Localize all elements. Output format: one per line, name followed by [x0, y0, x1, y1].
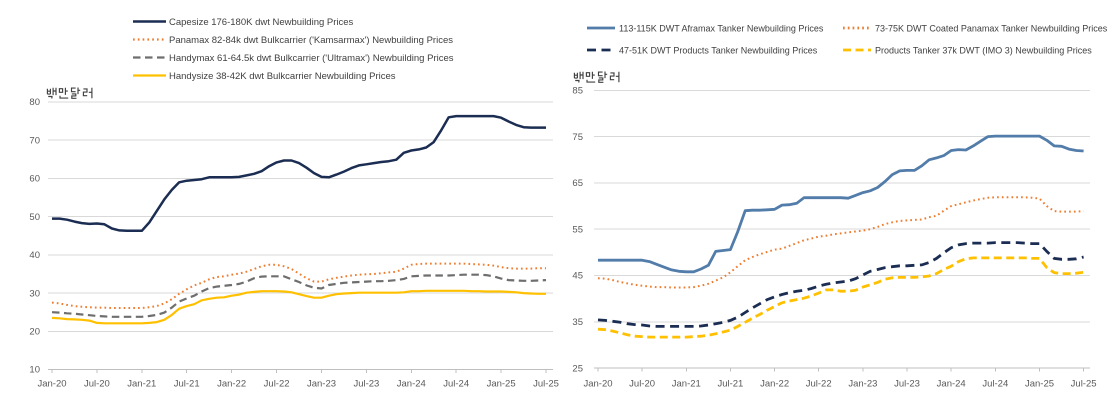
svg-text:Jan-23: Jan-23 [307, 379, 336, 390]
svg-text:Jul-23: Jul-23 [353, 379, 379, 390]
svg-text:85: 85 [572, 86, 583, 97]
svg-text:Jul-22: Jul-22 [264, 379, 290, 390]
svg-text:Jan-24: Jan-24 [397, 379, 426, 390]
svg-text:Panamax 82-84k dwt Bulkcarrier: Panamax 82-84k dwt Bulkcarrier ('Kamsarm… [169, 35, 453, 46]
svg-text:47-51K DWT Products Tanker New: 47-51K DWT Products Tanker Newbuilding P… [619, 45, 818, 55]
svg-text:Jan-21: Jan-21 [672, 379, 701, 390]
svg-text:65: 65 [572, 178, 583, 189]
svg-text:25: 25 [572, 363, 583, 374]
svg-text:Jul-23: Jul-23 [894, 379, 920, 390]
svg-text:Jul-21: Jul-21 [174, 379, 200, 390]
svg-text:50: 50 [29, 212, 40, 223]
svg-text:73-75K DWT Coated Panamax Tank: 73-75K DWT Coated Panamax Tanker Newbuil… [875, 23, 1108, 33]
svg-text:Jan-22: Jan-22 [760, 379, 789, 390]
svg-text:Jan-20: Jan-20 [37, 379, 66, 390]
svg-text:Jan-24: Jan-24 [937, 379, 966, 390]
svg-text:Handymax 61-64.5k dwt Bulkcarr: Handymax 61-64.5k dwt Bulkcarrier ('Ultr… [169, 53, 454, 64]
svg-text:Jan-25: Jan-25 [1025, 379, 1054, 390]
svg-text:60: 60 [29, 174, 40, 185]
svg-text:Jul-24: Jul-24 [982, 379, 1008, 390]
svg-text:10: 10 [29, 365, 40, 376]
svg-text:Jul-22: Jul-22 [806, 379, 832, 390]
svg-text:Jan-20: Jan-20 [583, 379, 612, 390]
svg-text:70: 70 [29, 135, 40, 146]
svg-text:Jul-20: Jul-20 [629, 379, 655, 390]
svg-text:80: 80 [29, 97, 40, 108]
svg-text:Jul-21: Jul-21 [717, 379, 743, 390]
svg-text:Jan-25: Jan-25 [487, 379, 516, 390]
svg-text:35: 35 [572, 317, 583, 328]
svg-text:Capesize 176-180K dwt Newbuild: Capesize 176-180K dwt Newbuilding Prices [169, 17, 354, 28]
svg-text:Jul-25: Jul-25 [533, 379, 559, 390]
svg-text:75: 75 [572, 132, 583, 143]
svg-text:Jul-24: Jul-24 [443, 379, 469, 390]
svg-text:Jul-20: Jul-20 [84, 379, 110, 390]
svg-text:Jan-22: Jan-22 [217, 379, 246, 390]
svg-text:Handysize 38-42K dwt Bulkcarri: Handysize 38-42K dwt Bulkcarrier Newbuil… [169, 71, 396, 82]
svg-text:55: 55 [572, 224, 583, 235]
svg-text:20: 20 [29, 327, 40, 338]
svg-text:30: 30 [29, 288, 40, 299]
svg-text:45: 45 [572, 271, 583, 282]
svg-text:40: 40 [29, 250, 40, 261]
svg-text:113-115K DWT Aframax Tanker Ne: 113-115K DWT Aframax Tanker Newbuilding … [619, 23, 824, 33]
svg-text:Jan-21: Jan-21 [127, 379, 156, 390]
svg-text:Products Tanker 37k DWT (IMO 3: Products Tanker 37k DWT (IMO 3) Newbuild… [875, 45, 1092, 55]
svg-text:Jan-23: Jan-23 [848, 379, 877, 390]
svg-text:Jul-25: Jul-25 [1071, 379, 1097, 390]
